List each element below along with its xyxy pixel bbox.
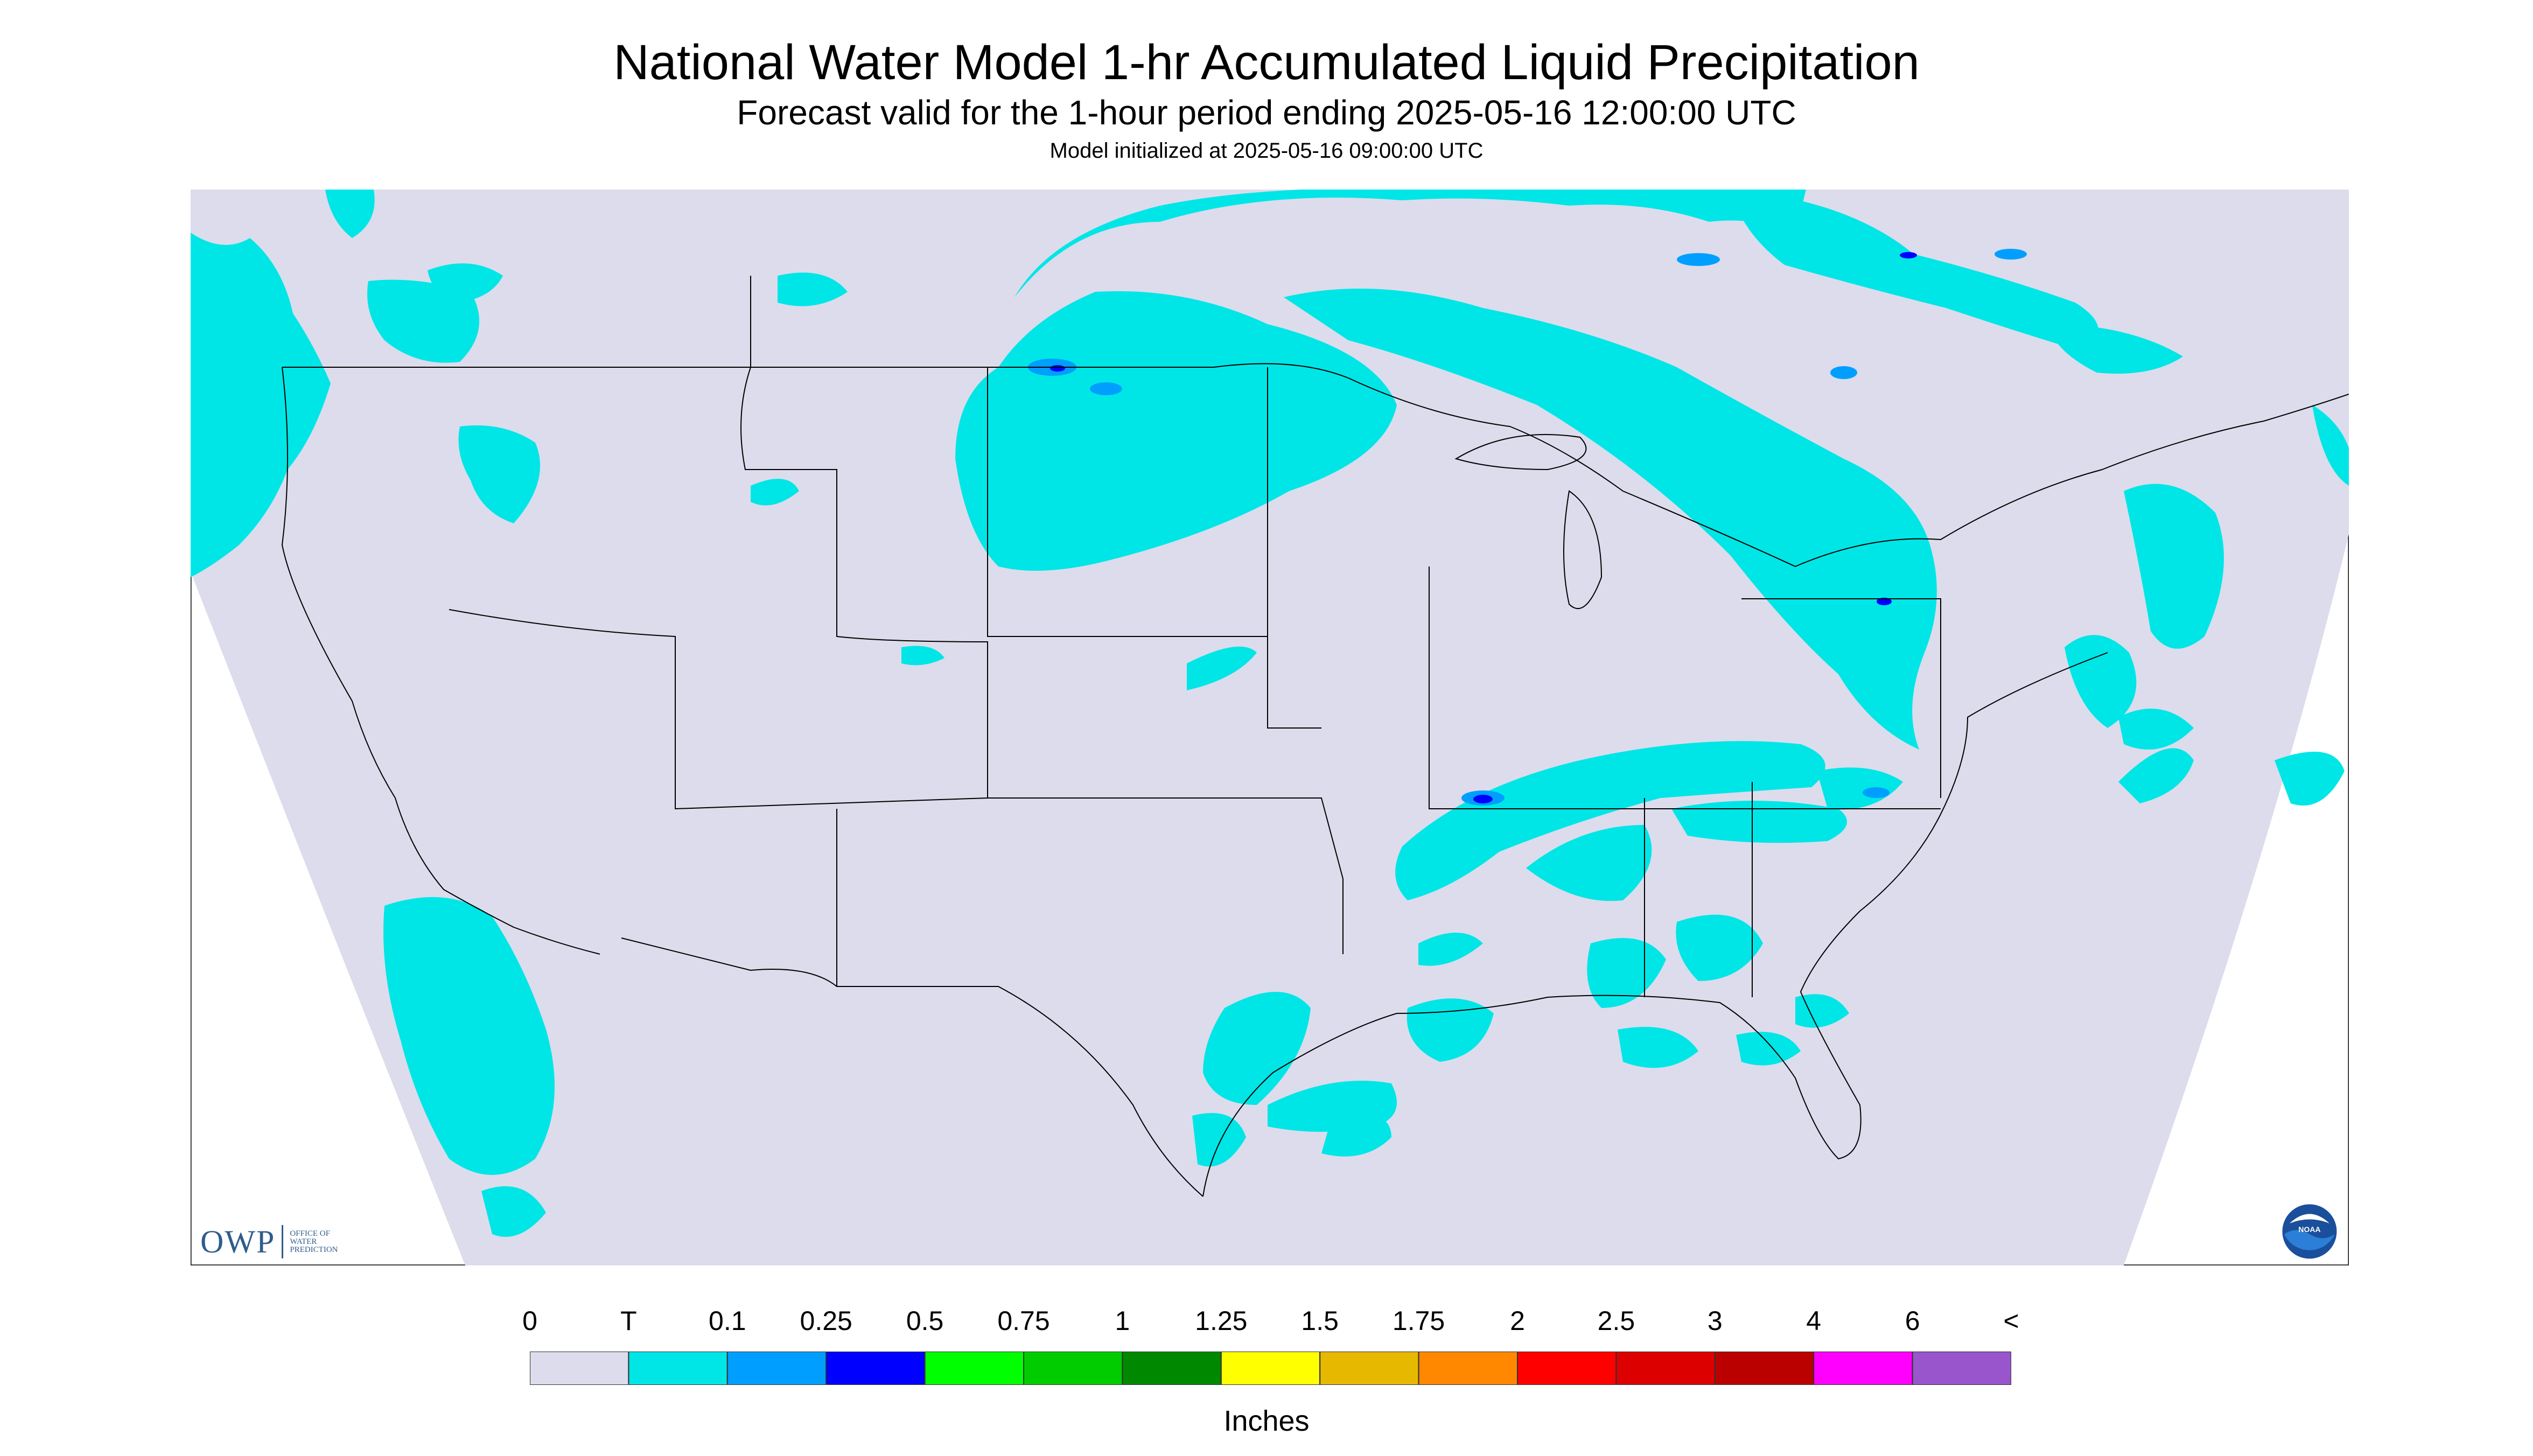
legend-swatch	[825, 1352, 926, 1385]
legend-swatch	[1023, 1352, 1123, 1385]
legend-swatch	[628, 1352, 728, 1385]
legend-tick-label: 0	[522, 1306, 537, 1336]
legend-tick-label: 3	[1707, 1306, 1723, 1336]
legend-tick-label: 0.1	[709, 1306, 746, 1336]
owp-logo-subtext: OFFICE OF WATER PREDICTION	[290, 1229, 338, 1254]
us-canada-border	[282, 363, 2349, 568]
legend-tick-label: 1.75	[1392, 1306, 1445, 1336]
legend-swatch	[1813, 1352, 1913, 1385]
map-subtitle: Forecast valid for the 1-hour period end…	[737, 93, 1796, 132]
legend-swatch	[1122, 1352, 1222, 1385]
legend-tick-label: 2.5	[1597, 1306, 1635, 1336]
legend-swatch	[1418, 1352, 1518, 1385]
boundary-lines	[281, 276, 2349, 1197]
noaa-logo-text: NOAA	[2298, 1225, 2320, 1234]
precip-legend-bar	[530, 1352, 2011, 1385]
pacific-coast	[281, 367, 600, 955]
legend-tick-label: <	[2003, 1306, 2019, 1336]
legend-tick-label: 1.25	[1195, 1306, 1248, 1336]
owp-logo: OWP OFFICE OF WATER PREDICTION	[200, 1220, 338, 1263]
legend-tick-label: 0.5	[906, 1306, 944, 1336]
legend-tick-label: 4	[1806, 1306, 1822, 1336]
owp-logo-text: OWP	[200, 1223, 276, 1259]
precip-trace-areas	[191, 190, 2349, 1237]
legend-swatch	[924, 1352, 1024, 1385]
owp-logo-separator	[282, 1225, 284, 1258]
noaa-logo: NOAA	[2280, 1202, 2339, 1261]
legend-tick-label: 1.5	[1301, 1306, 1339, 1336]
precip-moderate-areas	[1050, 252, 1917, 803]
legend-swatch	[1912, 1352, 2011, 1385]
precip-light-areas	[1028, 249, 2027, 806]
legend-units-label: Inches	[1223, 1405, 1310, 1437]
precipitation-map	[191, 190, 2349, 1265]
lake-superior	[1454, 434, 1587, 471]
legend-tick-label: 1	[1115, 1306, 1130, 1336]
legend-tick-label: T	[620, 1306, 637, 1336]
legend-tick-label: 2	[1510, 1306, 1525, 1336]
model-init-time: Model initialized at 2025-05-16 09:00:00…	[1049, 139, 1484, 163]
legend-swatch	[1220, 1352, 1321, 1385]
legend-swatch	[726, 1352, 827, 1385]
legend-swatch	[1319, 1352, 1419, 1385]
legend-swatch	[530, 1352, 629, 1385]
legend-tick-label: 0.75	[997, 1306, 1050, 1336]
gulf-coast	[1202, 652, 2108, 1197]
legend-swatch	[1517, 1352, 1617, 1385]
legend-swatch	[1615, 1352, 1716, 1385]
map-title: National Water Model 1-hr Accumulated Li…	[613, 35, 1920, 90]
us-mexico-border	[621, 937, 1203, 1197]
legend-tick-label: 6	[1905, 1306, 1920, 1336]
legend-tick-label: 0.25	[800, 1306, 852, 1336]
legend-swatch	[1714, 1352, 1815, 1385]
lake-michigan	[1563, 490, 1603, 610]
